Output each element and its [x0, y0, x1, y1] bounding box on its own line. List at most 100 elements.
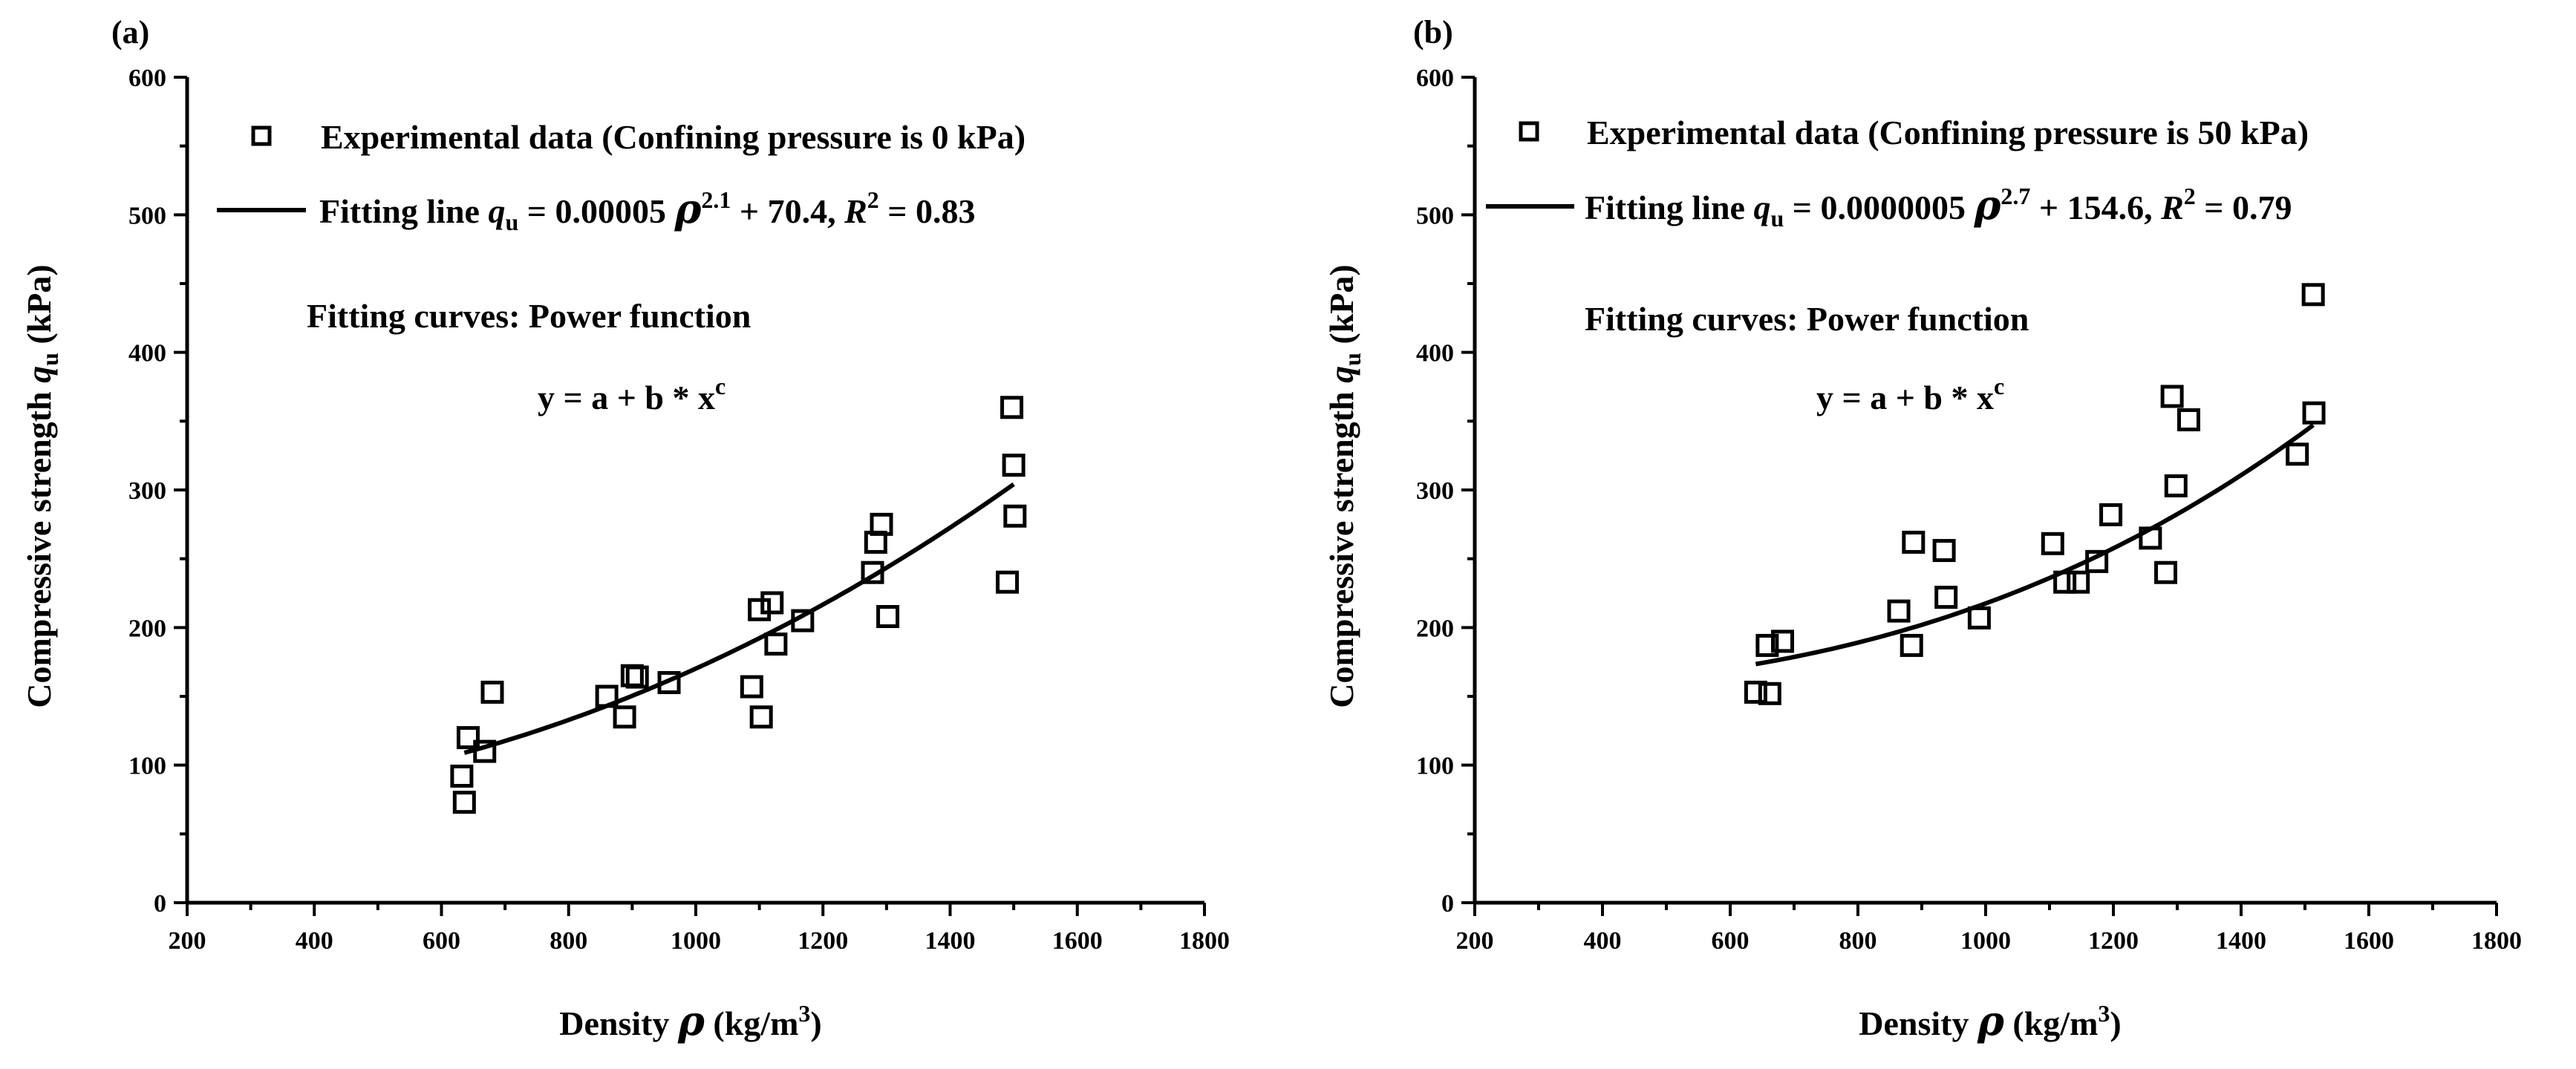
panel-b-y-tick-label: 600 [1416, 65, 1454, 92]
panel-a-y-tick-label: 200 [128, 615, 166, 642]
panel-b-data-point [1967, 606, 1991, 630]
panel-a-data-point [748, 598, 772, 621]
panel-b-ticks: 200 400 600 800 1000 1200 1400 1600 1800 0 100 200 3… [1416, 65, 2522, 955]
panel-b-fit-line [1755, 423, 2315, 667]
panel-b-data-point [1758, 681, 1781, 705]
panel-b-y-tick-label: 200 [1416, 615, 1454, 642]
panel-b-y-axis-title: Compressive strength qu (kPa) [1323, 264, 1368, 707]
panel-b-data-point [2099, 503, 2123, 526]
panel-b-data-point [2067, 570, 2090, 594]
panel-a-data-point [870, 512, 893, 536]
panel-a-scatter-series [450, 396, 1027, 814]
panel-b-formula-main: y = a + b * x [1816, 379, 1994, 416]
panel-a-fit-tail: + 70.4, [740, 192, 836, 230]
panel-b-data-point [2301, 283, 2325, 307]
panel-b-fit-r-exp: 2 [2184, 183, 2196, 209]
panel-b-y-tick-label: 100 [1416, 753, 1454, 780]
panel-b-x-tick-label: 200 [1456, 927, 1494, 955]
panel-a-y-tick-label: 400 [128, 340, 166, 367]
panel-a-data-point [657, 670, 681, 694]
panel-b-legend: Experimental data (Confining pressure is… [1486, 114, 2309, 234]
panel-b-xlabel-unit-close: ) [2110, 1004, 2121, 1042]
panel-a-data-point [749, 705, 773, 729]
panel-a-formula-exp: c [715, 373, 725, 399]
panel-b-formula: y = a + b * xc [1816, 373, 2004, 416]
panel-a-data-point [996, 570, 1020, 594]
panel-a-data-point [791, 609, 815, 632]
panel-a-y-axis-title: Compressive strength qu (kPa) [20, 264, 65, 707]
panel-b-legend-fit-label: Fitting line qu = 0.0000005 ρ2.7 + 154.6… [1585, 174, 2292, 234]
panel-a-x-tick-label: 1600 [1052, 927, 1103, 955]
panel-b-data-point [1932, 539, 1956, 563]
panel-b-xlabel-symbol: ρ [1977, 997, 2005, 1045]
panel-a-fit-r-val: = 0.83 [887, 192, 975, 230]
panel-a-data-point [1002, 454, 1025, 477]
panel-a-x-axis-title: Density ρ (kg/m3) [559, 997, 821, 1045]
panel-b-x-tick-label: 1000 [1960, 927, 2011, 955]
panel-a-ylabel-text: Compressive strength [20, 391, 58, 707]
panel-b-x-axis-title: Density ρ (kg/m3) [1859, 997, 2121, 1045]
panel-a-legend: Experimental data (Confining pressure is… [217, 118, 1025, 235]
panel-a-xlabel-text: Density [559, 1004, 669, 1042]
panel-b-xlabel-unit-sup: 3 [2098, 1000, 2110, 1027]
panel-a-ylabel-sub: u [36, 353, 63, 366]
panel-a-fit-sub: u [505, 209, 518, 235]
panel-a-ticks: 200 400 600 800 1000 1200 1400 1600 1800 0 100 200 3… [128, 65, 1230, 955]
panel-a-data-point [740, 675, 763, 699]
panel-b-fitting-title: Fitting curves: Power function [1585, 300, 2029, 338]
panel-a-fit-prefix: Fitting line [319, 192, 480, 230]
panel-a-fit-exp: 2.1 [701, 186, 731, 213]
panel-a-fit-r: R [844, 192, 867, 230]
panel-b-ylabel-symbol: q [1323, 366, 1360, 383]
panel-b-x-tick-label: 800 [1839, 927, 1877, 955]
panel-a-data-point [861, 560, 884, 584]
panel-a-data-point [456, 726, 480, 750]
panel-b-ylabel-sub: u [1339, 353, 1366, 366]
panel-b-x-tick-label: 1800 [2471, 927, 2522, 955]
panel-a-y-tick-label: 600 [128, 65, 166, 92]
panel-b-data-point [2085, 549, 2109, 573]
panel-a-data-point [760, 591, 784, 615]
panel-a-fit-sym: ρ [674, 185, 702, 232]
panel-a-label: (a) [111, 14, 149, 50]
panel-b-data-point [1755, 633, 1779, 657]
panel-b-data-point [1887, 599, 1911, 623]
panel-b-data-point [1934, 586, 1958, 609]
panel-a-ylabel-unit: (kPa) [20, 264, 58, 344]
panel-b-fit-exp: 2.7 [2001, 183, 2030, 209]
panel-a-x-tick-label: 1400 [925, 927, 976, 955]
panel-a-fit-r-exp: 2 [867, 186, 879, 213]
panel-a-data-point [764, 632, 788, 656]
panel-b-xlabel-text: Density [1859, 1004, 1969, 1042]
panel-b-data-point [2160, 385, 2184, 408]
panel-a-data-point [625, 665, 649, 689]
panel-a-xlabel-unit-open: (kg/m [713, 1004, 798, 1042]
panel-b-x-tick-label: 600 [1712, 927, 1750, 955]
panel-b-fit-r: R [2160, 189, 2184, 226]
panel-a-data-point [450, 764, 474, 788]
panel-a-data-point [613, 705, 636, 729]
panel-b-label: (b) [1413, 14, 1453, 50]
panel-b-data-point [1900, 633, 1923, 657]
panel-b-fit-sym: ρ [1973, 181, 2001, 229]
panel-a-data-point [480, 680, 504, 704]
panel-a-x-tick-label: 200 [169, 927, 206, 955]
panel-a-y-tick-label: 0 [154, 890, 166, 918]
panel-a-x-tick-label: 1200 [798, 927, 848, 955]
panel-b-fit-var: q [1753, 189, 1770, 226]
panel-a-x-tick-label: 600 [423, 927, 460, 955]
panel-b-scatter-series [1744, 283, 2326, 705]
panel-b-y-tick-label: 0 [1441, 890, 1454, 918]
panel-b-data-point [1744, 680, 1767, 704]
panel-b-data-point [1902, 530, 1926, 554]
panel-b-xlabel-unit-open: (kg/m [2012, 1004, 2098, 1042]
panel-a-fit-var: q [488, 192, 505, 230]
panel-b-y-tick-label: 400 [1416, 340, 1454, 367]
panel-b-data-point [1771, 630, 1795, 653]
panel-b-fit-mid: = 0.0000005 [1793, 189, 1966, 226]
panel-a-fit-series [463, 482, 1015, 755]
panel-a-data-point [876, 605, 900, 629]
panel-b-data-point [2053, 570, 2077, 594]
panel-a-data-point [452, 791, 476, 814]
